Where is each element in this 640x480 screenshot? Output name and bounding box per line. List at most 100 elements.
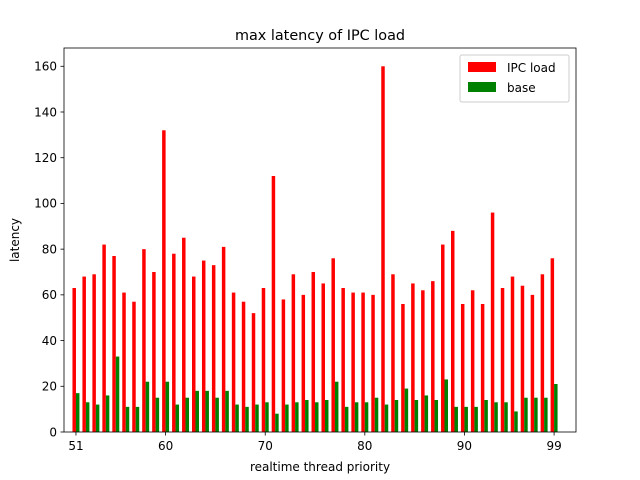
bar-ipc-load-78	[341, 288, 345, 432]
bar-base-84	[404, 388, 409, 432]
bar-base-70	[265, 402, 269, 432]
bar-ipc-load-79	[351, 292, 355, 432]
bar-ipc-load-54	[102, 244, 106, 432]
bar-ipc-load-85	[411, 283, 415, 432]
x-axis: 51 60 70 80 90 99	[68, 432, 562, 453]
bar-ipc-load-93	[490, 212, 495, 432]
bar-ipc-load-62	[182, 237, 186, 432]
bar-base-85	[414, 400, 419, 432]
bar-ipc-load-71	[271, 176, 276, 432]
bar-ipc-load-80	[361, 292, 365, 432]
bar-ipc-load-69	[251, 313, 256, 432]
bar-base-91	[474, 406, 478, 432]
bar-ipc-load-68	[241, 301, 246, 432]
bar-base-88	[444, 379, 448, 432]
x-tick-label: 99	[546, 439, 561, 453]
bar-base-82	[384, 404, 389, 432]
x-tick-label: 80	[357, 439, 372, 453]
bar-base-68	[245, 406, 249, 432]
bar-base-77	[334, 381, 339, 432]
bar-base-98	[544, 397, 548, 432]
bar-base-58	[145, 381, 150, 432]
bar-ipc-load-91	[470, 290, 475, 432]
bar-ipc-load-84	[401, 304, 405, 432]
bar-base-71	[275, 413, 279, 432]
bar-base-73	[295, 402, 299, 432]
bar-base-90	[464, 406, 468, 432]
y-axis-title: latency	[8, 218, 22, 262]
bar-base-92	[484, 400, 488, 432]
bar-ipc-load-97	[530, 294, 535, 432]
chart-title: max latency of IPC load	[235, 28, 405, 44]
bar-base-86	[424, 395, 429, 432]
bar-base-62	[185, 397, 190, 432]
x-tick-label: 90	[457, 439, 472, 453]
bar-base-79	[354, 402, 359, 432]
bar-base-80	[364, 402, 369, 432]
bar-base-63	[195, 390, 199, 432]
bar-ipc-load-88	[441, 244, 445, 432]
bar-base-74	[305, 400, 309, 432]
bar-base-97	[534, 397, 538, 432]
y-tick-label: 120	[34, 151, 57, 165]
bar-ipc-load-95	[510, 276, 515, 432]
bar-ipc-load-81	[371, 294, 375, 432]
bar-base-64	[205, 390, 209, 432]
bar-base-78	[344, 406, 349, 432]
y-tick-label: 0	[49, 425, 57, 439]
bar-ipc-load-96	[520, 285, 525, 432]
bar-base-65	[215, 397, 219, 432]
bar-base-95	[514, 411, 518, 432]
x-axis-title: realtime thread priority	[250, 460, 390, 474]
x-tick-label: 51	[68, 439, 83, 453]
x-tick-label: 70	[258, 439, 273, 453]
bar-ipc-load-52	[82, 276, 86, 432]
bar-ipc-load-75	[311, 272, 316, 432]
bar-ipc-load-89	[450, 230, 455, 432]
bar-ipc-load-61	[172, 253, 176, 432]
bar-ipc-load-60	[162, 130, 166, 433]
bar-ipc-load-94	[500, 288, 505, 432]
y-tick-label: 20	[42, 380, 57, 394]
bar-base-67	[235, 404, 239, 432]
bar-base-55	[115, 356, 120, 432]
bar-ipc-load-72	[281, 299, 286, 432]
bar-ipc-load-74	[301, 294, 306, 432]
bar-ipc-load-92	[480, 304, 485, 432]
bar-ipc-load-82	[381, 66, 385, 432]
bar-ipc-load-56	[122, 292, 126, 432]
bar-ipc-load-98	[540, 274, 545, 432]
bar-base-66	[225, 390, 229, 432]
legend-label-base: base	[507, 81, 536, 95]
bar-ipc-load-87	[431, 281, 435, 432]
plot-frame	[63, 47, 577, 433]
bar-ipc-load-70	[261, 288, 266, 432]
bar-ipc-load-76	[321, 283, 325, 432]
bar-ipc-load-64	[201, 260, 206, 432]
bar-ipc-load-55	[112, 256, 116, 432]
bar-base-69	[255, 404, 259, 432]
y-tick-label: 80	[42, 242, 57, 256]
bar-base-57	[135, 406, 140, 432]
y-tick-label: 60	[42, 288, 57, 302]
y-axis: 0 20 40 60 80 100 120 140 160	[34, 60, 64, 439]
bar-base-96	[524, 397, 528, 432]
x-tick-label: 60	[158, 439, 173, 453]
legend: IPC load base	[459, 54, 570, 103]
bar-ipc-load-86	[421, 290, 425, 432]
legend-swatch-base	[468, 82, 496, 92]
bar-ipc-load-77	[331, 258, 335, 432]
bar-ipc-load-66	[221, 246, 226, 432]
bar-ipc-load-59	[152, 272, 156, 432]
bar-base-72	[285, 404, 289, 432]
bar-base-75	[315, 402, 319, 432]
bar-base-89	[454, 406, 458, 432]
bar-base-94	[504, 402, 508, 432]
bar-base-56	[125, 406, 130, 432]
bar-ipc-load-63	[192, 276, 196, 432]
bar-ipc-load-57	[132, 301, 136, 432]
bar-base-61	[175, 404, 180, 432]
bar-ipc-load-67	[231, 292, 236, 432]
bar-base-53	[95, 404, 100, 432]
